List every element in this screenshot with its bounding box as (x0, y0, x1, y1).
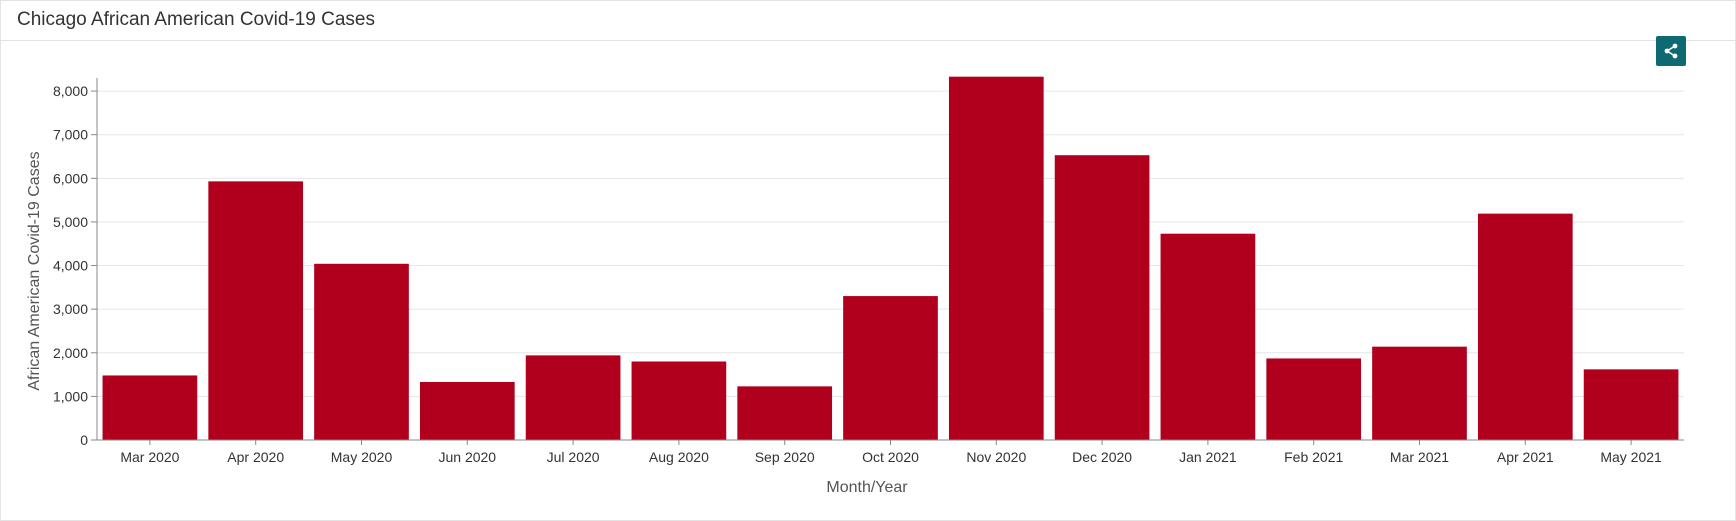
panel-header: Chicago African American Covid-19 Cases (1, 1, 1735, 41)
bar[interactable] (948, 76, 1044, 441)
y-tick-label: 4,000 (53, 258, 88, 274)
x-tick-labels: Mar 2020 Apr 2020 May 2020 Jun 2020 Jul 2020… (120, 449, 1662, 465)
bar[interactable] (208, 181, 304, 440)
y-tick-labels: 0 1,000 2,000 3,000 4,000 5,000 6,000 7,000 8,00… (53, 83, 88, 448)
bar[interactable] (631, 361, 727, 440)
x-tick-label: Apr 2020 (227, 449, 284, 465)
bar[interactable] (737, 386, 833, 440)
x-tick-label: Aug 2020 (649, 449, 709, 465)
bar[interactable] (1054, 155, 1150, 441)
x-tick-label: Oct 2020 (862, 449, 919, 465)
y-tick-label: 5,000 (53, 214, 88, 230)
y-tick-label: 2,000 (53, 345, 88, 361)
panel-title: Chicago African American Covid-19 Cases (17, 9, 376, 30)
y-tick-label: 6,000 (53, 170, 88, 186)
x-tick-label: Jul 2020 (547, 449, 600, 465)
bar[interactable] (1372, 346, 1467, 440)
x-tick-label: Apr 2021 (1497, 449, 1554, 465)
x-tick-label: Jan 2021 (1179, 449, 1237, 465)
bar[interactable] (1583, 369, 1679, 440)
x-tick-label: Mar 2020 (120, 449, 179, 465)
y-tick-label: 3,000 (53, 301, 88, 317)
x-tick-label: Sep 2020 (755, 449, 815, 465)
x-tick-label: Jun 2020 (438, 449, 496, 465)
bar[interactable] (1160, 233, 1256, 440)
share-button[interactable] (1656, 36, 1686, 66)
x-tick-label: Dec 2020 (1072, 449, 1132, 465)
bar[interactable] (102, 375, 198, 440)
y-axis-title: African American Covid-19 Cases (26, 151, 43, 390)
share-icon (1664, 43, 1678, 59)
bar[interactable] (419, 381, 515, 440)
y-tick-label: 1,000 (53, 388, 88, 404)
x-tick-label: May 2021 (1600, 449, 1662, 465)
y-tick-label: 7,000 (53, 127, 88, 143)
y-tick-label: 8,000 (53, 83, 88, 99)
bar[interactable] (1266, 358, 1362, 440)
bar[interactable] (843, 296, 938, 440)
axes (91, 78, 1684, 445)
bars (102, 76, 1679, 441)
x-tick-label: Mar 2021 (1390, 449, 1449, 465)
x-tick-label: May 2020 (331, 449, 393, 465)
x-axis-title: Month/Year (826, 479, 908, 496)
bar[interactable] (1477, 213, 1573, 440)
x-tick-label: Nov 2020 (966, 449, 1026, 465)
bar[interactable] (525, 355, 621, 440)
y-tick-label: 0 (80, 432, 88, 448)
bar[interactable] (314, 263, 409, 440)
x-tick-label: Feb 2021 (1284, 449, 1343, 465)
